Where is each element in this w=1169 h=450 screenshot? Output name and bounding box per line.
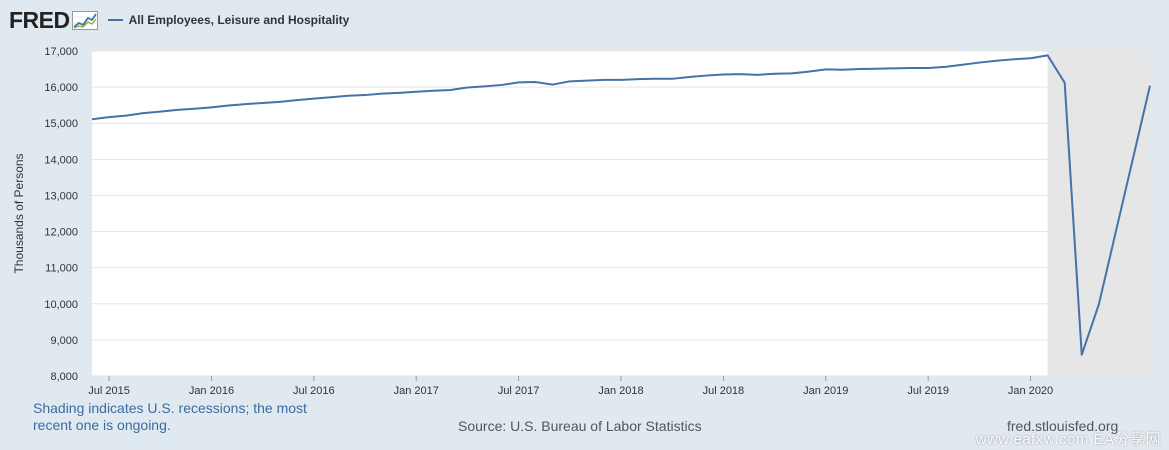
legend-swatch — [107, 19, 123, 21]
x-tick-label: Jan 2020 — [1008, 385, 1053, 397]
x-tick-label: Jan 2019 — [803, 385, 848, 397]
line-chart: 8,000 9,000 10,000 11,000 12,000 13,000 14,000… — [12, 46, 1151, 397]
y-tick-label: 15,000 — [44, 118, 78, 130]
fred-logo[interactable]: FRED — [9, 6, 70, 33]
y-tick-label: 9,000 — [50, 335, 78, 347]
y-axis-label: Thousands of Persons — [12, 153, 26, 273]
y-tick-label: 12,000 — [44, 227, 78, 239]
chart-header: FRED All Employees, Leisure and Hospital… — [9, 6, 349, 34]
x-tick-label: Jul 2016 — [293, 385, 335, 397]
x-tick-label: Jul 2019 — [907, 385, 949, 397]
x-tick-label: Jul 2015 — [88, 385, 130, 397]
recession-shading — [1047, 51, 1150, 376]
source-text: Source: U.S. Bureau of Labor Statistics — [458, 418, 702, 434]
series-line — [91, 54, 1151, 356]
y-tick-label: 16,000 — [44, 82, 78, 94]
legend-series-label: All Employees, Leisure and Hospitality — [128, 13, 350, 27]
y-tick-label: 8,000 — [50, 371, 78, 383]
plot-area — [92, 51, 1150, 376]
y-tick-label: 17,000 — [44, 46, 78, 58]
legend[interactable]: All Employees, Leisure and Hospitality — [107, 13, 350, 27]
y-tick-label: 11,000 — [45, 263, 78, 275]
credit-link[interactable]: fred.stlouisfed.org — [1007, 418, 1119, 434]
x-tick-label: Jan 2018 — [598, 385, 643, 397]
x-tick-label: Jan 2017 — [394, 385, 439, 397]
x-tick-label: Jan 2016 — [189, 385, 234, 397]
y-tick-label: 13,000 — [44, 190, 78, 202]
recession-note: Shading indicates U.S. recessions; the m… — [33, 400, 307, 433]
y-tick-label: 10,000 — [44, 299, 78, 311]
y-tick-label: 14,000 — [44, 154, 78, 166]
fred-logo-graph-icon — [71, 11, 98, 30]
x-tick-label: Jul 2018 — [703, 385, 745, 397]
watermark-text: www.eafxw.com EA分享网 — [975, 431, 1161, 448]
x-tick-label: Jul 2017 — [498, 385, 540, 397]
